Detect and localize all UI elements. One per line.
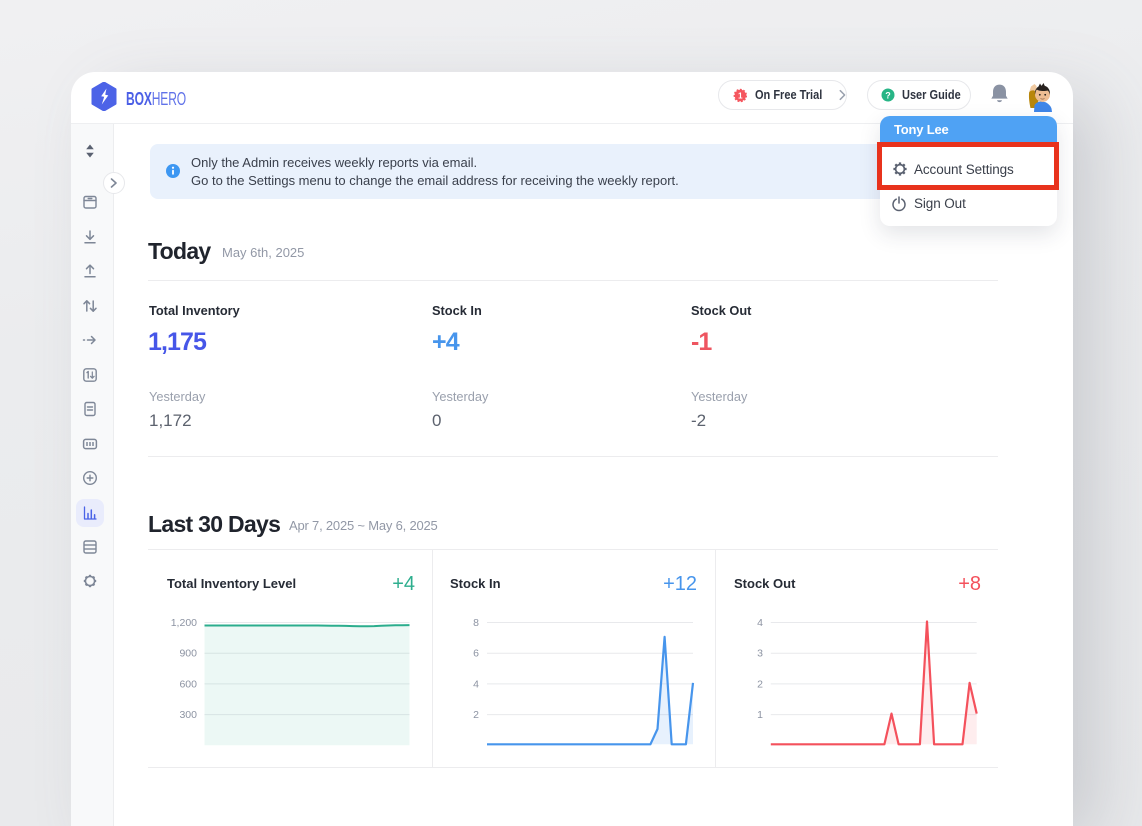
svg-text:2: 2: [473, 709, 479, 721]
svg-text:2: 2: [757, 678, 763, 690]
svg-text:600: 600: [179, 678, 197, 690]
svg-text:6: 6: [473, 648, 479, 660]
svg-text:1,200: 1,200: [171, 617, 197, 629]
svg-text:900: 900: [179, 648, 197, 660]
svg-text:?: ?: [885, 90, 891, 100]
svg-text:300: 300: [179, 709, 197, 721]
svg-text:4: 4: [473, 678, 479, 690]
svg-text:3: 3: [757, 648, 763, 660]
svg-text:8: 8: [473, 617, 479, 629]
svg-text:1: 1: [738, 91, 743, 100]
svg-text:1: 1: [757, 709, 763, 721]
svg-text:4: 4: [757, 617, 763, 629]
